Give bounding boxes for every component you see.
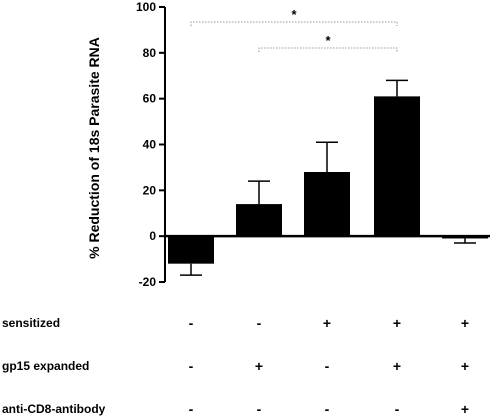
condition-table: sensitized - - + + + gp15 expanded - + - + + anti-CD…	[2, 315, 469, 417]
condition-minus: -	[257, 315, 262, 331]
y-axis: -20 0 20 40 60 80 100	[136, 0, 490, 289]
condition-plus: +	[323, 315, 331, 331]
bar	[304, 172, 350, 237]
condition-plus: +	[461, 315, 469, 331]
condition-label: anti-CD8-antibody	[2, 402, 106, 416]
y-tick-label: 0	[149, 229, 156, 243]
y-axis-title: % Reduction of 18s Parasite RNA	[86, 37, 102, 259]
bar	[236, 204, 282, 237]
significance-bracket	[190, 21, 398, 26]
condition-plus: +	[461, 358, 469, 374]
y-tick-label: 100	[136, 0, 156, 14]
condition-label: gp15 expanded	[2, 359, 89, 373]
condition-minus: -	[395, 401, 400, 417]
significance-group: **	[190, 7, 398, 52]
condition-plus: +	[255, 358, 263, 374]
condition-plus: +	[393, 358, 401, 374]
y-tick-label: 40	[143, 138, 157, 152]
condition-plus: +	[461, 401, 469, 417]
significance-bracket	[258, 47, 398, 52]
bar	[374, 96, 420, 237]
condition-plus: +	[393, 315, 401, 331]
y-tick-label: 80	[143, 46, 157, 60]
bar	[442, 236, 488, 239]
condition-label: sensitized	[2, 316, 60, 330]
bars-group	[168, 79, 488, 276]
condition-minus: -	[325, 358, 330, 374]
y-tick-label: 60	[143, 92, 157, 106]
condition-minus: -	[189, 401, 194, 417]
y-tick-label: -20	[139, 275, 157, 289]
y-tick-label: 20	[143, 183, 157, 197]
significance-star: *	[291, 7, 297, 22]
condition-minus: -	[257, 401, 262, 417]
condition-minus: -	[189, 315, 194, 331]
significance-star: *	[325, 33, 331, 48]
condition-minus: -	[325, 401, 330, 417]
condition-minus: -	[189, 358, 194, 374]
bar	[168, 236, 214, 264]
